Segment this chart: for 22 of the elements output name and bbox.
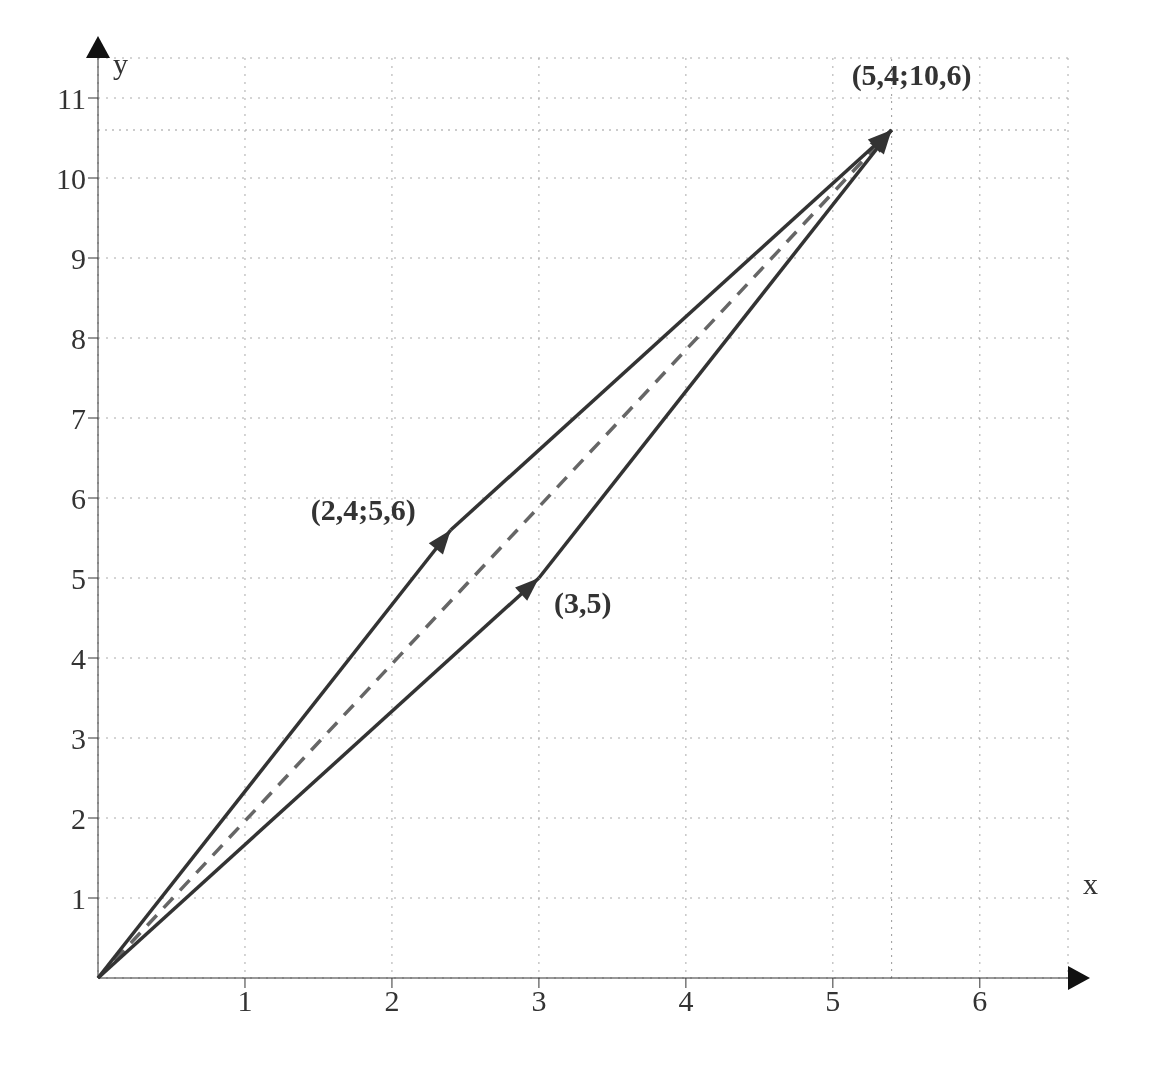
- x-axis-title: x: [1083, 867, 1098, 901]
- y-tick-label: 3: [71, 721, 86, 755]
- x-tick-label: 4: [678, 984, 694, 1018]
- y-tick-label: 8: [71, 321, 86, 355]
- y-tick-label: 1: [71, 881, 86, 915]
- y-tick-label: 11: [57, 81, 86, 115]
- y-axis-title: y: [113, 47, 128, 81]
- y-tick-label: 10: [56, 161, 86, 195]
- y-tick-label: 7: [71, 401, 86, 435]
- y-tick-label: 9: [71, 241, 86, 275]
- annotation: (3,5): [553, 586, 612, 620]
- x-tick-label: 5: [825, 984, 841, 1018]
- x-tick-label: 3: [531, 984, 547, 1018]
- annotation: (5,4;10,6): [851, 58, 972, 92]
- annotation: (2,4;5,6): [310, 493, 416, 527]
- y-tick-label: 5: [71, 561, 86, 595]
- x-tick-label: 2: [384, 984, 400, 1018]
- y-tick-label: 6: [71, 481, 86, 515]
- y-tick-label: 2: [71, 801, 86, 835]
- y-tick-label: 4: [71, 641, 86, 675]
- x-tick-label: 6: [972, 984, 988, 1018]
- x-tick-label: 1: [237, 984, 253, 1018]
